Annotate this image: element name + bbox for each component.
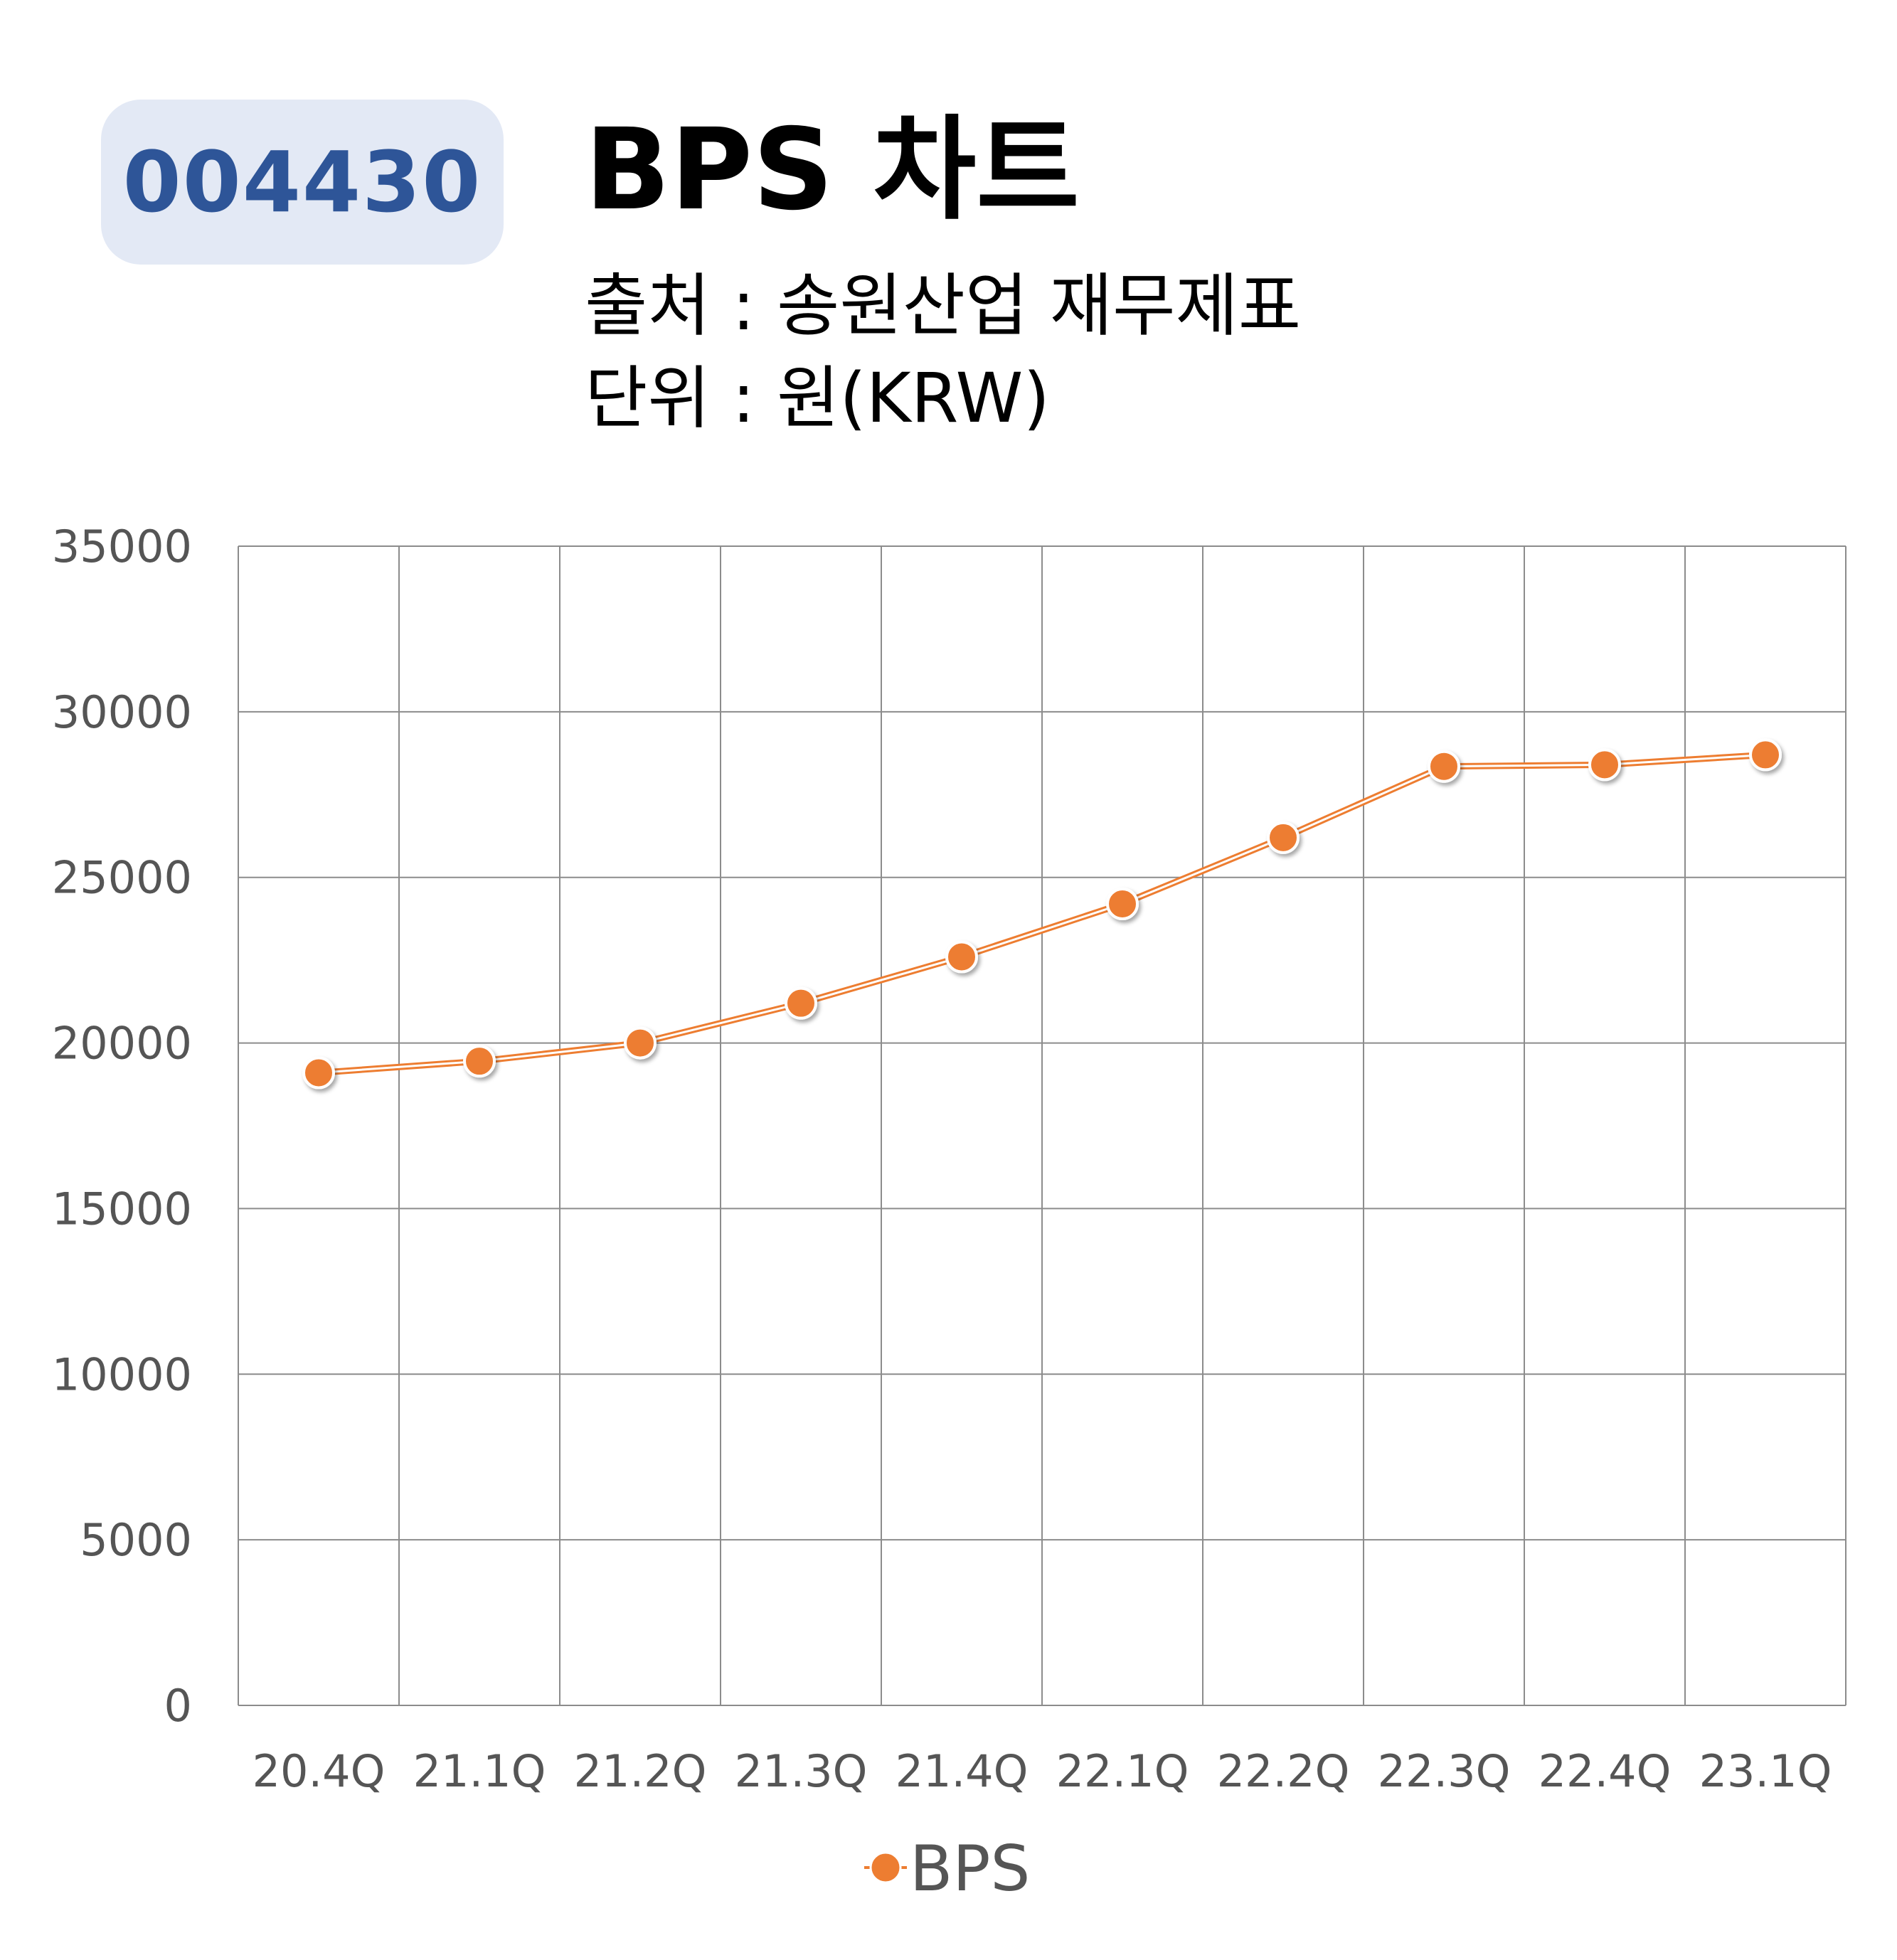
chart-source: 출처 : 송원산업 재무제표 — [585, 266, 1302, 346]
data-point — [463, 1045, 496, 1078]
chart-unit: 단위 : 원(KRW) — [585, 358, 1050, 438]
y-tick-label: 5000 — [80, 1514, 192, 1566]
y-tick-label: 35000 — [52, 521, 192, 572]
y-tick-label: 10000 — [52, 1348, 192, 1400]
data-point — [624, 1026, 657, 1060]
x-tick-label: 22.1Q — [1056, 1745, 1189, 1797]
x-axis-tick-labels: 20.4Q 21.1Q 21.2Q 21.3Q 21.4Q 22.1Q 22.2Q 22.3Q… — [253, 1745, 1832, 1797]
data-point — [785, 986, 817, 1020]
legend-marker — [869, 1851, 902, 1884]
x-tick-label: 21.1Q — [413, 1745, 546, 1797]
data-point — [1267, 821, 1300, 854]
legend-label: BPS — [910, 1832, 1030, 1905]
data-point — [1428, 750, 1460, 783]
data-point — [1106, 887, 1139, 920]
data-point — [945, 940, 978, 974]
x-tick-label: 21.4Q — [896, 1745, 1029, 1797]
chart-title: BPS 차트 — [585, 105, 1080, 235]
y-axis-tick-labels: 0 5000 10000 15000 20000 25000 30000 35000 — [52, 521, 192, 1732]
x-tick-label: 20.4Q — [253, 1745, 386, 1797]
x-tick-label: 22.2Q — [1217, 1745, 1350, 1797]
series-line-highlight — [318, 753, 1766, 1074]
series-bps — [302, 738, 1782, 1090]
stock-code-badge: 004430 — [101, 100, 504, 265]
y-tick-label: 0 — [164, 1680, 192, 1732]
y-tick-label: 30000 — [52, 686, 192, 738]
x-tick-label: 22.3Q — [1378, 1745, 1511, 1797]
legend: BPS — [864, 1832, 1030, 1905]
y-tick-label: 15000 — [52, 1183, 192, 1235]
x-tick-label: 22.4Q — [1539, 1745, 1672, 1797]
data-point — [1588, 748, 1621, 782]
y-tick-label: 25000 — [52, 852, 192, 904]
y-tick-label: 20000 — [52, 1018, 192, 1070]
x-tick-label: 23.1Q — [1699, 1745, 1832, 1797]
grid-lines — [238, 545, 1846, 1706]
x-tick-label: 21.3Q — [735, 1745, 868, 1797]
data-point — [302, 1056, 335, 1090]
x-tick-label: 21.2Q — [574, 1745, 707, 1797]
data-point — [1749, 738, 1782, 772]
